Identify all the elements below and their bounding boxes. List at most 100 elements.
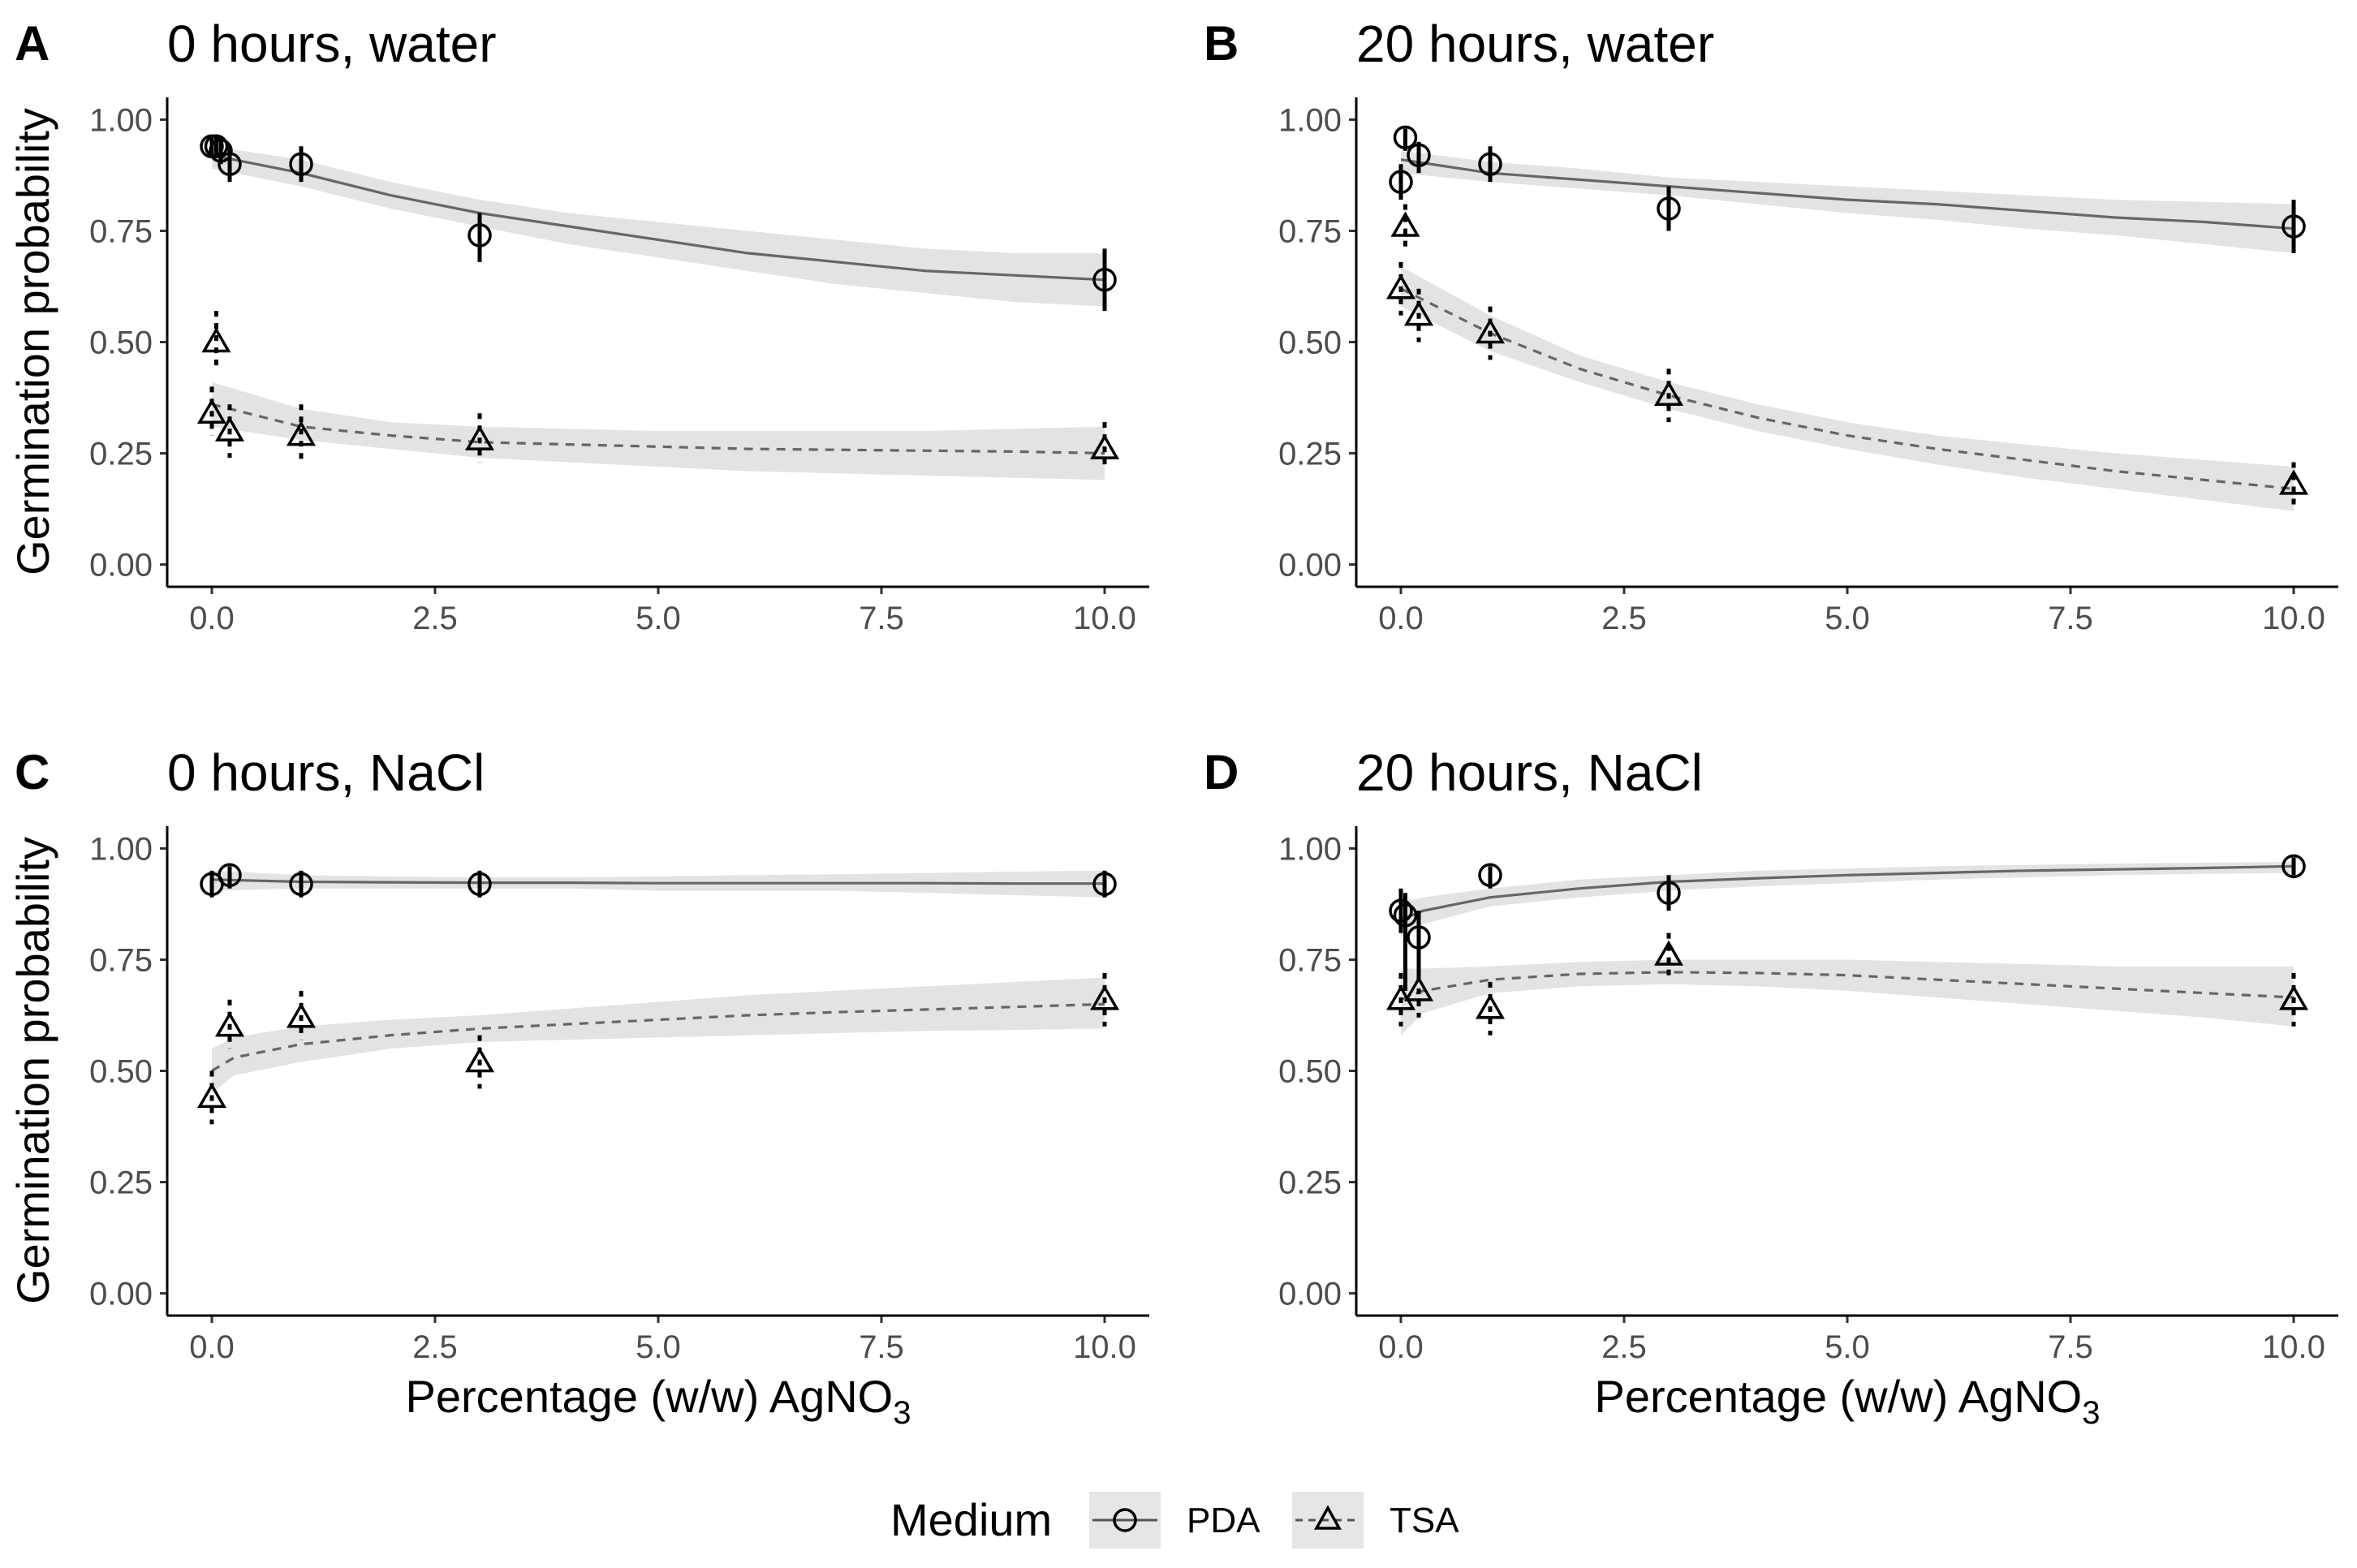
x-ticks: 0.0 2.5 5.0 7.5 10.0 <box>1378 1316 2325 1365</box>
y-tick-label: 0.25 <box>1278 1165 1342 1201</box>
confidence-band-tsa <box>212 977 1105 1093</box>
data-point-tsa <box>214 1011 245 1037</box>
x-tick-label: 0.0 <box>189 601 235 636</box>
x-tick-label: 10.0 <box>2262 1329 2325 1365</box>
fit-line-pda <box>211 153 1105 282</box>
data-point-pda <box>1092 872 1117 897</box>
x-axis-title-subscript: 3 <box>2082 1395 2100 1431</box>
panel-letter: C <box>15 745 50 799</box>
data-point-tsa <box>1475 993 1506 1019</box>
data-point-tsa <box>1653 940 1684 966</box>
data-point-pda <box>468 872 492 897</box>
x-tick-label: 7.5 <box>859 1329 904 1365</box>
data-point-tsa <box>1089 433 1120 459</box>
x-axis-title: Percentage (w/w) AgNO3 <box>406 1371 911 1431</box>
data-point-tsa <box>464 424 495 450</box>
data-point-pda <box>1393 902 1418 928</box>
x-tick-label: 0.0 <box>189 1329 235 1365</box>
plot-area <box>1385 125 2309 511</box>
data-point-pda <box>1092 268 1117 292</box>
panel-letter: B <box>1204 16 1239 71</box>
legend-circle-marker <box>1113 1508 1137 1532</box>
y-tick-label: 0.00 <box>1278 1277 1342 1312</box>
x-ticks: 0.0 2.5 5.0 7.5 10.0 <box>1378 587 2325 636</box>
fit-line-tsa <box>1400 287 2295 490</box>
data-point-tsa <box>1385 274 1416 299</box>
y-tick-label: 0.00 <box>89 1277 153 1312</box>
y-tick-label: 0.25 <box>89 437 153 472</box>
data-point-pda <box>468 223 492 248</box>
data-point-pda <box>2282 854 2306 879</box>
legend-item-tsa: TSA <box>1292 1492 1459 1549</box>
x-tick-label: 0.0 <box>1378 1329 1424 1365</box>
y-tick-label: 1.00 <box>89 831 153 867</box>
x-tick-label: 2.5 <box>412 601 458 636</box>
x-axis-title-main: Percentage (w/w) AgNO <box>1595 1371 2083 1422</box>
data-point-pda <box>289 872 313 897</box>
confidence-band-tsa <box>1401 959 2294 1036</box>
y-tick-label: 0.00 <box>1278 548 1342 584</box>
x-axis-title: Percentage (w/w) AgNO3 <box>1595 1371 2101 1431</box>
data-point-tsa <box>1403 976 1434 1002</box>
fit-line-pda <box>211 878 1105 885</box>
data-point-pda <box>1407 925 1431 950</box>
y-tick-label: 0.50 <box>89 325 153 361</box>
y-tick-label: 1.00 <box>89 102 153 138</box>
x-tick-label: 5.0 <box>1825 601 1870 636</box>
data-point-pda <box>289 152 313 176</box>
legend-label: TSA <box>1390 1501 1459 1540</box>
y-ticks: 0.00 0.25 0.50 0.75 1.00 <box>89 102 167 584</box>
legend: Medium PDA TSA <box>890 1492 1459 1549</box>
data-point-pda <box>204 134 229 159</box>
data-point-tsa <box>286 1002 317 1028</box>
data-point-pda <box>1478 863 1502 888</box>
plot-area <box>196 863 1120 1125</box>
y-tick-label: 0.75 <box>89 213 153 249</box>
panel-title: 0 hours, water <box>167 15 497 73</box>
panel-letter: D <box>1204 745 1239 799</box>
y-ticks: 0.00 0.25 0.50 0.75 1.00 <box>1278 102 1356 584</box>
x-ticks: 0.0 2.5 5.0 7.5 10.0 <box>189 1316 1136 1365</box>
x-tick-label: 10.0 <box>1073 601 1136 636</box>
data-point-pda <box>1657 881 1681 905</box>
confidence-band-pda <box>212 146 1105 307</box>
x-ticks: 0.0 2.5 5.0 7.5 10.0 <box>189 587 1136 636</box>
axes <box>166 826 1149 1317</box>
y-ticks: 0.00 0.25 0.50 0.75 1.00 <box>1278 831 1356 1312</box>
panel-b: B 20 hours, water 0.00 0.25 0.50 0.75 1.00 0… <box>1204 15 2338 636</box>
x-tick-label: 7.5 <box>2048 1329 2093 1365</box>
legend-triangle-marker <box>1314 1505 1342 1530</box>
x-tick-label: 10.0 <box>1073 1329 1136 1365</box>
x-tick-label: 7.5 <box>2048 601 2093 636</box>
y-tick-label: 0.25 <box>89 1165 153 1201</box>
x-tick-label: 2.5 <box>412 1329 458 1365</box>
y-tick-label: 0.00 <box>89 548 153 584</box>
x-tick-label: 2.5 <box>1601 601 1647 636</box>
legend-label: PDA <box>1187 1501 1260 1540</box>
plot-area <box>196 134 1120 480</box>
axes <box>166 97 1149 588</box>
data-point-pda <box>1389 898 1413 923</box>
y-axis-title: Germination probability <box>7 108 58 575</box>
fit-line-pda <box>1400 158 2295 230</box>
fit-line-pda <box>1400 864 2295 921</box>
panel-d: D 20 hours, NaCl 0.00 0.25 0.50 0.75 1.00 0.… <box>1204 743 2338 1431</box>
data-point-pda <box>218 863 242 888</box>
y-tick-label: 0.50 <box>1278 1054 1342 1090</box>
panel-c: C 0 hours, NaCl Germination probability … <box>7 743 1149 1431</box>
legend-title: Medium <box>890 1494 1052 1545</box>
data-point-pda <box>1393 125 1418 150</box>
data-point-tsa <box>1403 300 1434 326</box>
panel-letter: A <box>15 16 50 71</box>
data-point-tsa <box>1390 211 1420 237</box>
data-point-pda <box>1657 196 1681 221</box>
y-tick-label: 0.25 <box>1278 437 1342 472</box>
panel-title: 0 hours, NaCl <box>167 743 485 802</box>
x-tick-label: 7.5 <box>859 601 904 636</box>
legend-item-pda: PDA <box>1089 1492 1260 1549</box>
x-tick-label: 5.0 <box>636 1329 681 1365</box>
y-tick-label: 1.00 <box>1278 102 1342 138</box>
data-point-tsa <box>196 398 227 424</box>
confidence-band-pda <box>1401 861 2294 937</box>
data-point-tsa <box>2278 984 2309 1010</box>
